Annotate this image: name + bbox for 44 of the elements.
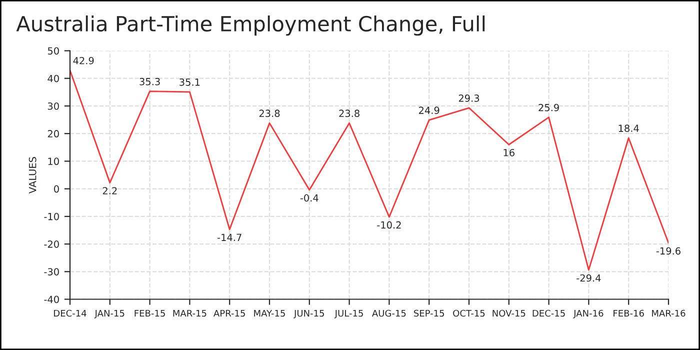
data-label: -0.4	[300, 194, 318, 202]
x-tick-label: FEB-15	[134, 310, 165, 317]
data-label: 23.8	[259, 110, 280, 118]
y-tick-label: 50	[48, 47, 59, 55]
y-tick-label: 40	[48, 74, 59, 82]
y-tick-label: 30	[48, 102, 59, 110]
x-tick-label: AUG-15	[372, 310, 406, 317]
data-label: -10.2	[377, 221, 401, 229]
x-tick-label: DEC-15	[532, 310, 565, 317]
chart-title: Australia Part-Time Employment Change, Full	[16, 15, 485, 36]
data-label: 16	[504, 148, 514, 156]
data-label: 35.1	[180, 78, 200, 86]
x-tick-label: MAR-15	[173, 310, 206, 317]
x-tick-label: NOV-15	[492, 310, 526, 317]
x-tick-label: MAR-16	[652, 310, 686, 317]
data-label: -29.4	[576, 274, 601, 282]
x-tick-label: MAY-15	[254, 310, 285, 317]
x-tick-label: APR-15	[214, 310, 245, 317]
y-tick-label: -30	[44, 268, 59, 276]
y-tick-label: 10	[48, 158, 59, 166]
x-tick-label: OCT-15	[453, 310, 485, 317]
data-label: 42.9	[73, 56, 94, 64]
y-axis-title: VALUES	[28, 157, 36, 194]
x-tick-label: JUL-15	[334, 310, 363, 318]
x-tick-label: JAN-15	[94, 310, 124, 318]
y-tick-label: 0	[54, 185, 59, 193]
x-tick-label: DEC-14	[54, 310, 86, 317]
x-tick-label: SEP-15	[414, 310, 444, 317]
data-label: 25.9	[538, 104, 559, 112]
x-tick-label: JUN-15	[294, 310, 324, 318]
y-tick-label: -40	[44, 296, 59, 304]
data-label: 35.3	[140, 78, 160, 86]
y-tick-label: -20	[44, 240, 59, 248]
data-label: 23.8	[339, 110, 360, 118]
data-label: -14.7	[218, 234, 242, 241]
data-label: -19.6	[656, 247, 680, 255]
x-tick-label: FEB-16	[614, 310, 644, 317]
data-label: 29.3	[458, 94, 480, 102]
y-tick-label: 20	[48, 130, 59, 138]
data-label: 18.4	[618, 124, 639, 132]
data-label: 2.2	[102, 187, 117, 194]
data-label: 24.9	[418, 106, 440, 114]
x-tick-label: JAN-16	[573, 310, 604, 318]
y-tick-label: -10	[44, 212, 59, 220]
